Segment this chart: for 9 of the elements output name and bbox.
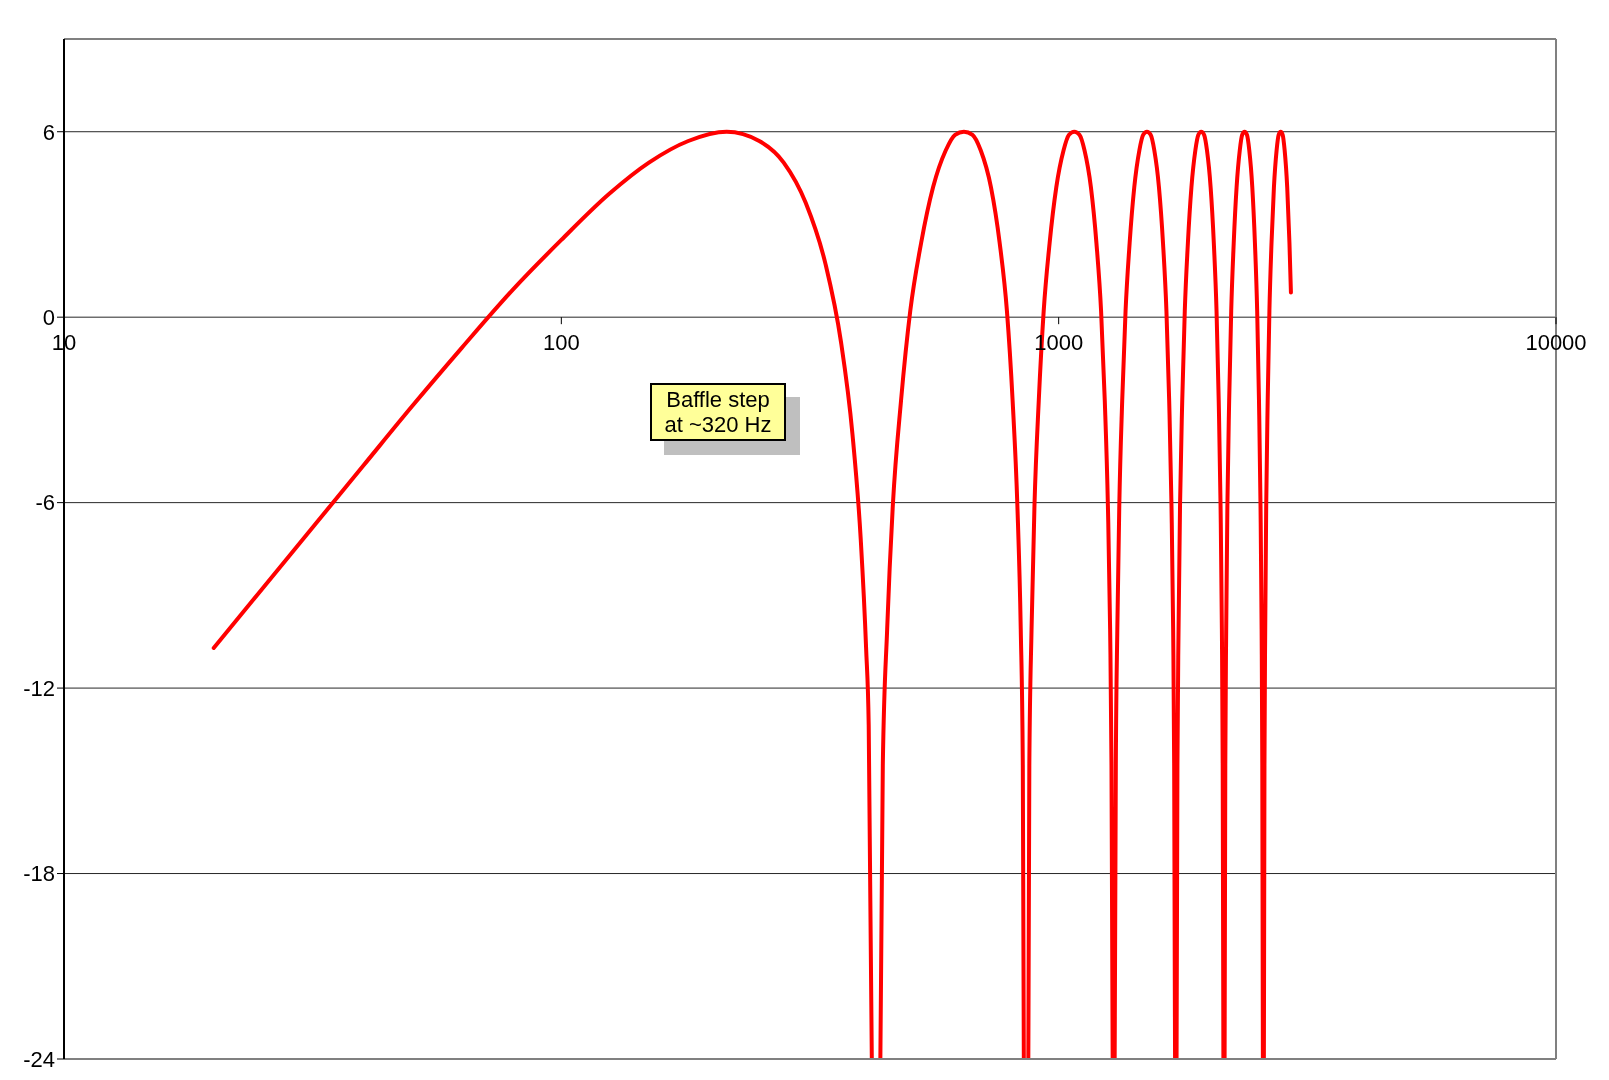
annotation: Baffle step at ~320 Hz — [650, 383, 786, 441]
y-tick-label: -6 — [35, 490, 55, 516]
y-tick-label: 0 — [42, 304, 55, 330]
y-tick-label: 6 — [42, 119, 55, 145]
y-tick-label: -12 — [23, 675, 55, 701]
y-tick-label: -24 — [23, 1046, 55, 1072]
x-tick-label: 10000 — [1525, 330, 1587, 356]
y-tick-label: -18 — [23, 861, 55, 887]
x-tick-label: 100 — [542, 330, 580, 356]
